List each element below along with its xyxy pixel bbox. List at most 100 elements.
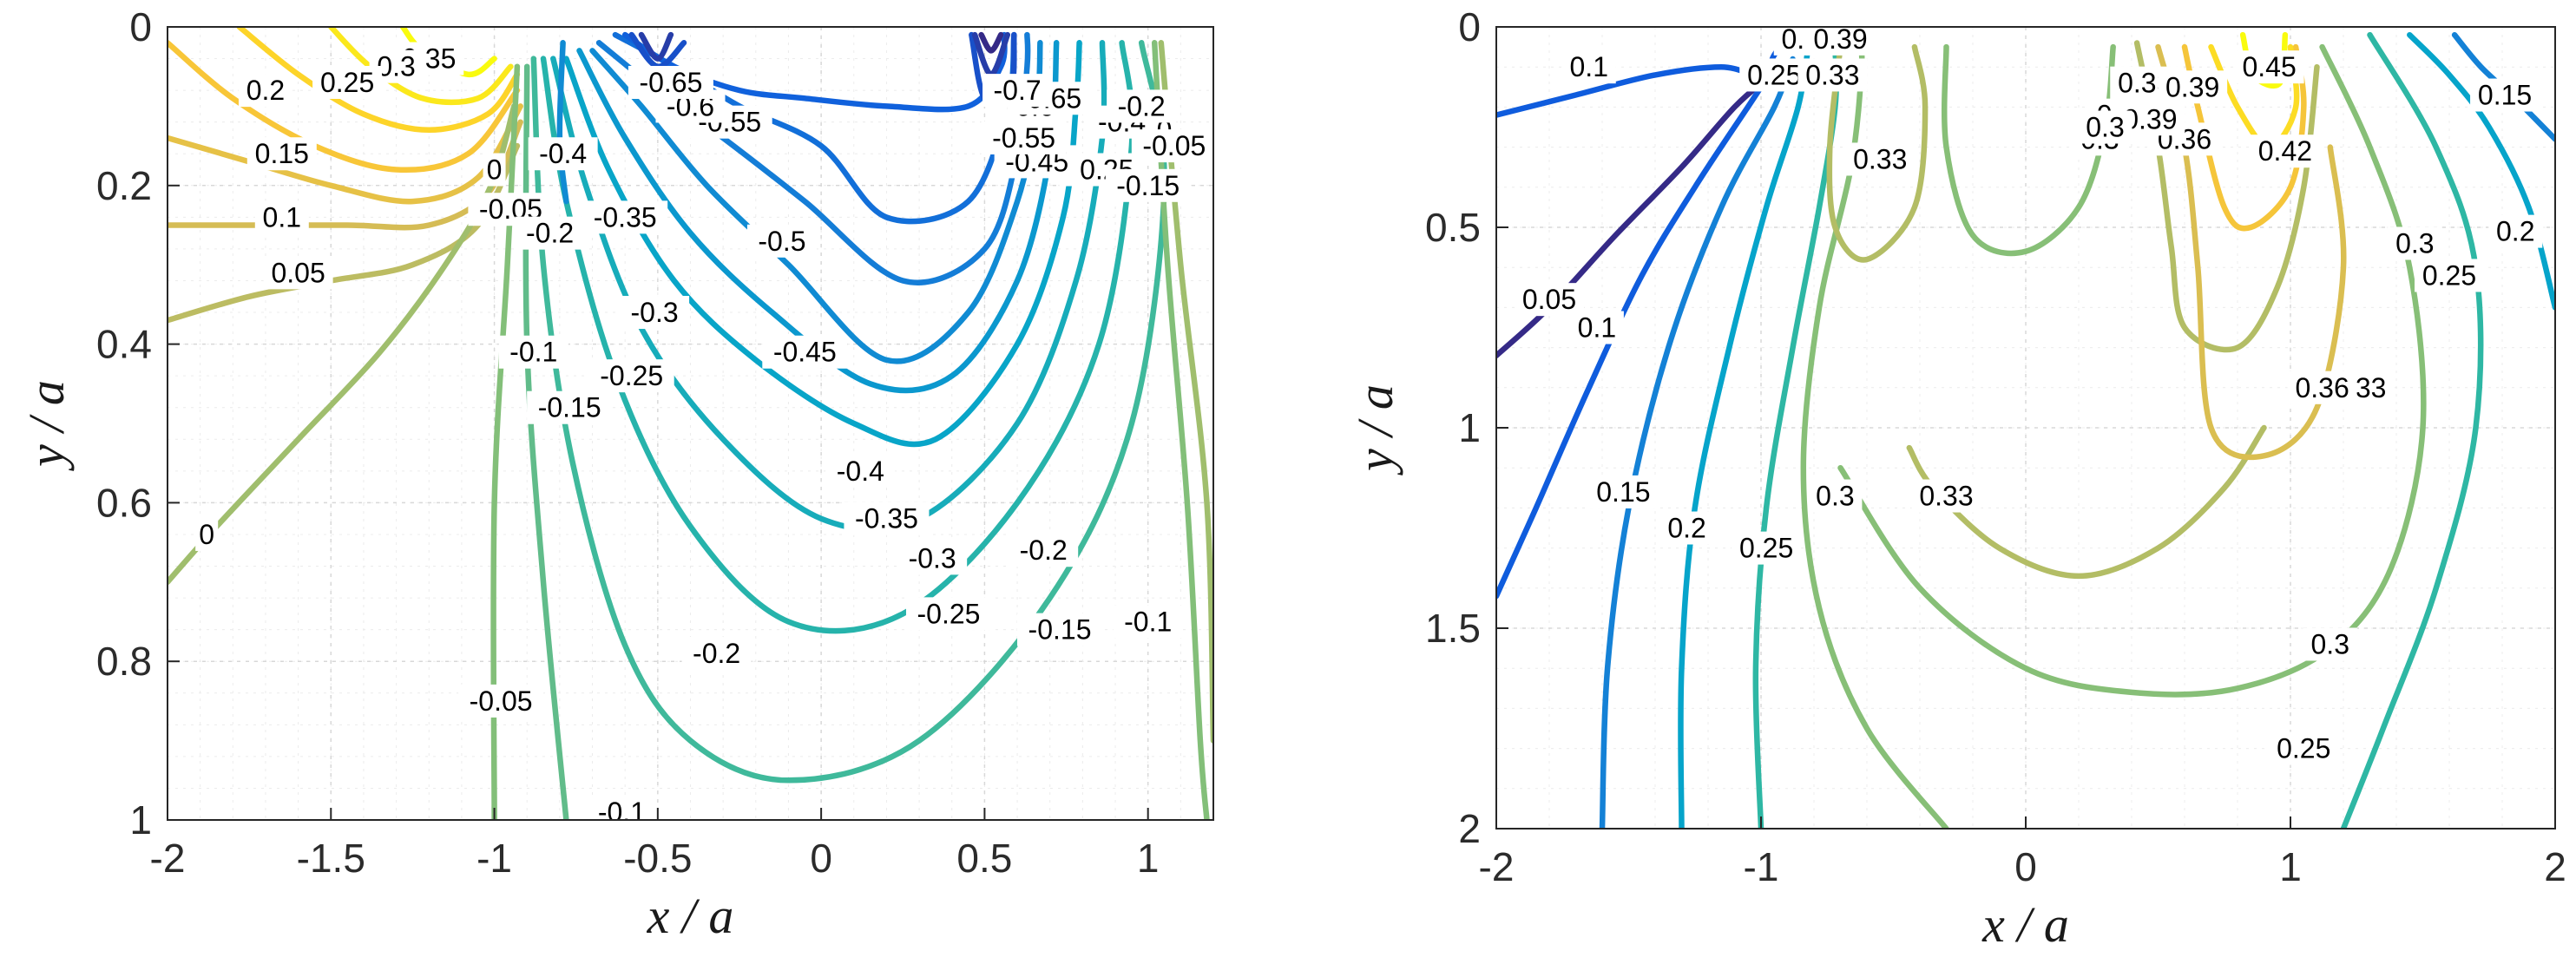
x-tick-label: 2 [2544, 844, 2566, 889]
contour-label: 0.3 [2311, 628, 2349, 659]
contour-label-bg [254, 200, 309, 234]
contour-label-bg [2078, 110, 2132, 144]
contour-label-bg [587, 795, 657, 820]
contour-label-bg [1009, 534, 1079, 567]
y-axis-label: y / a [18, 380, 75, 471]
contour-label-bg [1845, 142, 1916, 176]
contour-label-bg [195, 517, 219, 551]
contour-label: 0 [487, 154, 503, 186]
y-tick-label: 0.6 [96, 480, 152, 525]
contour-label-bg [981, 121, 1067, 154]
contour-label: 0.15 [1596, 476, 1650, 508]
grid [1495, 26, 2556, 830]
contour-label: -0.7 [993, 75, 1041, 106]
contour-label: 0.36 [2295, 372, 2349, 403]
contour-label-bg [897, 541, 968, 575]
contour-label: 0.25 [1747, 59, 1801, 90]
contour-label-bg [1797, 58, 1868, 92]
contour-label: -0.25 [600, 360, 663, 391]
contour-label: -0.2 [526, 218, 574, 249]
contour-line [978, 31, 1004, 54]
contour-label-bg [2470, 78, 2540, 112]
contour-label: -0.65 [639, 67, 702, 98]
contour-label-bg [458, 684, 544, 718]
x-axis-label: x / a [647, 888, 734, 944]
contour-label: 0.1 [263, 201, 301, 233]
contour-label-bg [620, 296, 690, 330]
contour-label: -0.1 [598, 797, 646, 828]
y-tick-label: 0.8 [96, 639, 152, 684]
contour-label-bg [2158, 70, 2228, 104]
contour-line [530, 40, 1167, 784]
contour-label: 0.3 [377, 51, 415, 82]
contour-label: 0.25 [1739, 533, 1793, 564]
contour-label: 0.33 [1853, 143, 1907, 174]
contour-label-bg [1131, 129, 1213, 163]
contour-line [328, 27, 514, 106]
contour-label: -0.1 [1124, 607, 1172, 638]
contour-label-bg [762, 335, 848, 369]
contour-label-bg [1017, 613, 1103, 646]
contour-label-bg [844, 502, 930, 535]
contour-label: 0.2 [2496, 216, 2534, 247]
plot-frame [167, 26, 1214, 821]
contour-line [1826, 43, 1929, 263]
contour-label-bg [582, 200, 668, 234]
contour-label-bg [588, 359, 674, 393]
contour-label-bg [498, 335, 568, 369]
contour-label-bg [681, 637, 752, 671]
contour-label: -0.3 [631, 297, 679, 328]
x-tick-label: -1 [1744, 844, 1779, 889]
contour-line [638, 31, 674, 62]
contour-label-bg [628, 65, 713, 99]
x-axis-label: x / a [1981, 896, 2069, 953]
x-tick-label: -2 [1479, 844, 1515, 889]
contour-label-bg [825, 454, 896, 488]
contour-label-bg [312, 65, 383, 99]
contour-label-bg [1105, 168, 1191, 202]
contour-label: -0.05 [1142, 130, 1206, 161]
y-tick-label: 1 [129, 797, 152, 843]
y-tick-label: 0 [1458, 4, 1481, 49]
contour-label-bg [1911, 479, 1981, 513]
contour-label: 0.3 [1816, 481, 1854, 512]
contour-label: 0.2 [1667, 513, 1705, 544]
contour-label-bg [1739, 58, 1810, 92]
contour-label: 0.1 [1578, 312, 1616, 344]
contour-line [540, 40, 1135, 634]
contour-label-bg [527, 390, 613, 424]
contour-label: 0.39 [2165, 71, 2219, 102]
contour-label: 0.05 [271, 257, 325, 288]
x-tick-label: -1 [476, 836, 512, 881]
contour-line [576, 40, 1060, 394]
contour-label-bg [1659, 511, 1714, 545]
contour-line [556, 40, 569, 205]
contour-label: 0.25 [320, 67, 374, 98]
contour-label: -0.15 [1116, 170, 1180, 201]
x-tick-label: 1 [2279, 844, 2302, 889]
contour-label: -0.4 [539, 138, 587, 169]
y-tick-label: 0.2 [96, 163, 152, 208]
contour-label-bg [2415, 259, 2484, 292]
contour-label: -0.35 [594, 201, 657, 233]
contour-plot-2: 0.10.050.10.150.20.250.30.330.330.30.330… [1347, 4, 2566, 953]
contour-label: 0.3 [2395, 227, 2434, 259]
contour-label: -0.25 [917, 598, 981, 629]
contour-label: 0.45 [2242, 51, 2296, 82]
contour-line [168, 40, 521, 174]
contour-label: 0.25 [2422, 259, 2476, 291]
contour-label: 0.3 [2086, 112, 2124, 143]
contour-label: 0.2 [246, 75, 285, 106]
contour-label: 0.05 [1522, 284, 1576, 315]
contour-label-bg [2234, 50, 2304, 84]
contour-label: -0.45 [773, 337, 837, 368]
x-tick-label: 0.5 [956, 836, 1012, 881]
contour-line [612, 31, 1017, 225]
contour-label: -0.1 [509, 337, 557, 368]
contour-line [2155, 43, 2347, 461]
contour-label-bg [1808, 479, 1863, 513]
x-tick-label: 0 [2014, 844, 2037, 889]
contour-label-bg [2388, 226, 2442, 260]
contour-label: -0.4 [837, 456, 884, 487]
